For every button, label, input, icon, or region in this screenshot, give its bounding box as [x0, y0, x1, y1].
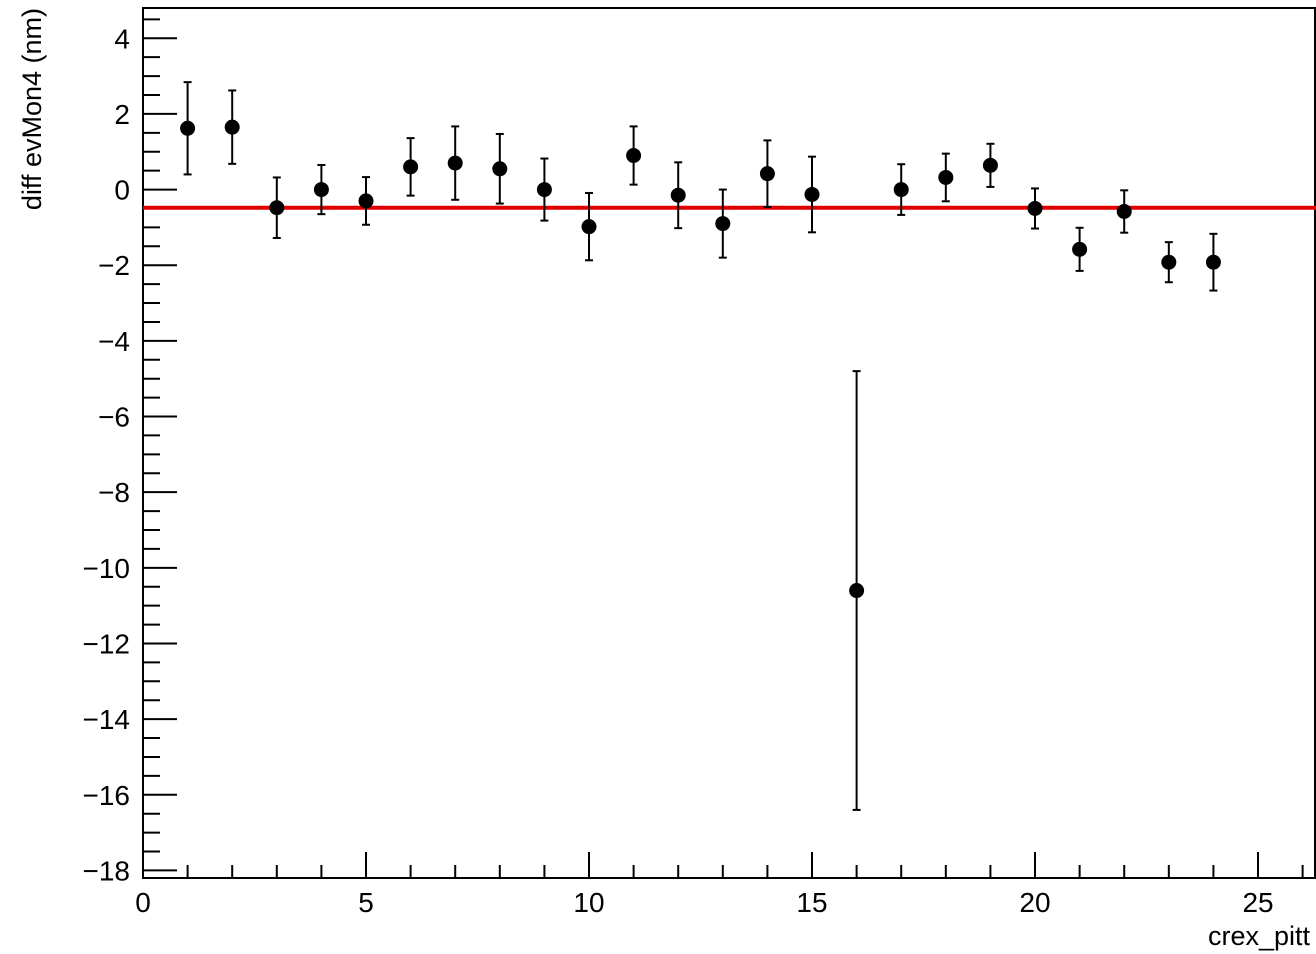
marker [670, 187, 686, 203]
marker [180, 120, 196, 136]
data-point [715, 188, 731, 259]
data-point [1027, 187, 1043, 230]
marker [1116, 204, 1132, 220]
marker [715, 216, 731, 232]
marker [403, 159, 419, 175]
x-axis-label: crex_pitt [1208, 921, 1311, 951]
marker [1027, 200, 1043, 216]
marker [759, 166, 775, 182]
data-point [403, 137, 419, 197]
marker [804, 186, 820, 202]
x-tick-label: 10 [573, 887, 604, 918]
marker [626, 148, 642, 164]
x-tick-label: 25 [1242, 887, 1273, 918]
data-point [536, 157, 552, 222]
marker [1161, 254, 1177, 270]
marker [849, 583, 865, 599]
marker [581, 219, 597, 235]
y-tick-label: 2 [114, 99, 130, 130]
marker [1072, 241, 1088, 257]
data-point [893, 163, 909, 216]
data-point [1116, 189, 1132, 234]
data-point [804, 155, 820, 234]
data-point [180, 81, 196, 176]
data-point [1072, 226, 1088, 272]
marker [447, 155, 463, 171]
data-point [492, 132, 508, 205]
y-tick-label: −10 [83, 553, 131, 584]
x-axis: 0 5 10 15 20 25 [135, 852, 1304, 918]
plot-frame [142, 7, 1316, 879]
data-point [224, 89, 240, 165]
x-tick-label: 0 [135, 887, 151, 918]
marker [982, 157, 998, 173]
data-point [982, 142, 998, 188]
x-tick-label: 15 [796, 887, 827, 918]
data-point [626, 125, 642, 186]
data-point [313, 163, 329, 216]
data-point [759, 139, 775, 208]
y-tick-label: 0 [114, 175, 130, 206]
y-tick-label: −12 [83, 628, 131, 659]
marker [492, 161, 508, 177]
data-points [180, 81, 1221, 811]
data-point [1205, 232, 1221, 292]
y-tick-label: −14 [83, 704, 131, 735]
marker [536, 182, 552, 198]
y-tick-label: −4 [98, 326, 130, 357]
marker [358, 193, 374, 209]
marker [1205, 254, 1221, 270]
y-tick-label: −8 [98, 477, 130, 508]
data-point [269, 176, 285, 239]
data-point [938, 152, 954, 203]
data-point [358, 176, 374, 226]
y-tick-label: 4 [114, 23, 130, 54]
data-point [581, 191, 597, 262]
data-point [1161, 241, 1177, 284]
plot-border [142, 7, 1316, 879]
data-point [849, 370, 865, 811]
marker [224, 119, 240, 135]
x-tick-label: 5 [358, 887, 374, 918]
y-axis: 4 2 0 −2 −4 −6 −8 −10 −12 −14 −16 −18 [83, 18, 177, 886]
marker [938, 169, 954, 185]
y-tick-label: −2 [98, 250, 130, 281]
y-tick-label: −18 [83, 855, 131, 886]
data-point [447, 125, 463, 201]
marker [313, 182, 329, 198]
y-axis-label: diff evMon4 (nm) [17, 8, 47, 210]
marker [893, 182, 909, 198]
y-tick-label: −6 [98, 402, 130, 433]
y-tick-label: −16 [83, 780, 131, 811]
data-point [670, 161, 686, 230]
x-tick-label: 20 [1019, 887, 1050, 918]
marker [269, 200, 285, 216]
